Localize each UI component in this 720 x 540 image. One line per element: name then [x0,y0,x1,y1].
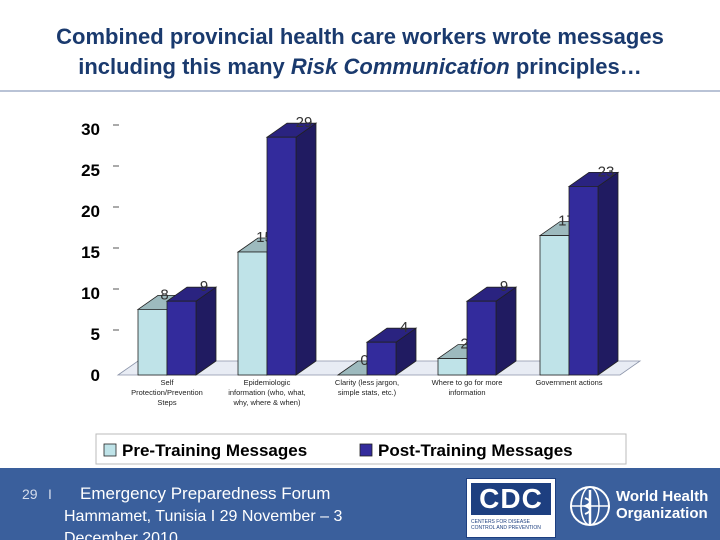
bar-side [195,286,217,376]
y-tick-label: 30 [81,120,100,139]
title-line-2-pre: including this many [78,54,291,79]
slide-title: Combined provincial health care workers … [0,22,720,82]
cdc-logo: CDC CENTERS FOR DISEASE CONTROL AND PREV… [466,478,556,538]
x-category-label: Protection/Prevention [131,388,203,397]
title-line-2-post: principles… [509,54,642,79]
y-tick-label: 20 [81,202,100,221]
y-tick-label: 0 [91,366,100,385]
data-label: 4 [400,319,408,336]
cdc-logo-text: CDC [471,483,551,515]
who-logo-text: World Health Organization [616,488,708,522]
legend-swatch [359,443,373,457]
x-category-label: Self [161,378,175,387]
bar [568,186,599,376]
title-divider [0,90,720,92]
who-line-2: Organization [616,505,708,522]
bar [166,300,197,376]
footer-separator: I [48,486,52,502]
data-label: 9 [500,278,508,295]
legend-label: Post-Training Messages [378,441,573,460]
who-logo: World Health Organization [568,480,716,532]
data-label: 0 [360,352,368,369]
x-category-label: simple stats, etc.) [338,388,397,397]
event-title: Emergency Preparedness Forum [80,484,331,503]
x-category-label: Epidemiologic [244,378,291,387]
bar [466,300,497,376]
footer-bar: 29 I Emergency Preparedness Forum Hammam… [0,468,720,540]
y-tick-label: 5 [91,325,100,344]
y-tick-label: 25 [81,161,100,180]
bar-side [495,286,517,376]
x-category-label: information [448,388,485,397]
x-category-label: Clarity (less jargon, [335,378,399,387]
bar [539,235,570,376]
x-category-label: information (who, what, [228,388,306,397]
bar-side [295,122,317,376]
data-label: 29 [296,114,313,131]
x-category-label: Government actions [535,378,602,387]
x-category-label: Where to go for more [432,378,503,387]
bar [137,308,168,376]
data-label: 8 [160,286,168,303]
bar-side [597,171,619,376]
legend-swatch [103,443,117,457]
title-line-2: including this many Risk Communication p… [0,52,720,82]
page-number: 29 [22,486,38,502]
x-category-label: Steps [157,398,176,407]
cdc-logo-subtext: CENTERS FOR DISEASE CONTROL AND PREVENTI… [471,519,541,531]
data-label: 2 [460,336,468,353]
bar [366,341,397,376]
bar [437,358,468,376]
event-date-continued: December 2010 [64,530,178,540]
who-line-1: World Health [616,488,709,505]
data-label: 9 [200,278,208,295]
who-emblem-icon [570,486,610,526]
event-location-date: Hammamet, Tunisia I 29 November – 3 [64,508,343,525]
y-tick-label: 10 [81,284,100,303]
x-category-label: why, where & when) [233,398,301,407]
data-label: 23 [598,163,615,180]
y-tick-label: 15 [81,243,100,262]
bar-chart: 05101520253081502179294923SelfProtection… [81,114,642,465]
legend-label: Pre-Training Messages [122,441,307,460]
bar [266,136,297,376]
bar [237,251,268,376]
title-line-2-emphasis: Risk Communication [290,54,510,79]
title-line-1: Combined provincial health care workers … [56,24,664,49]
